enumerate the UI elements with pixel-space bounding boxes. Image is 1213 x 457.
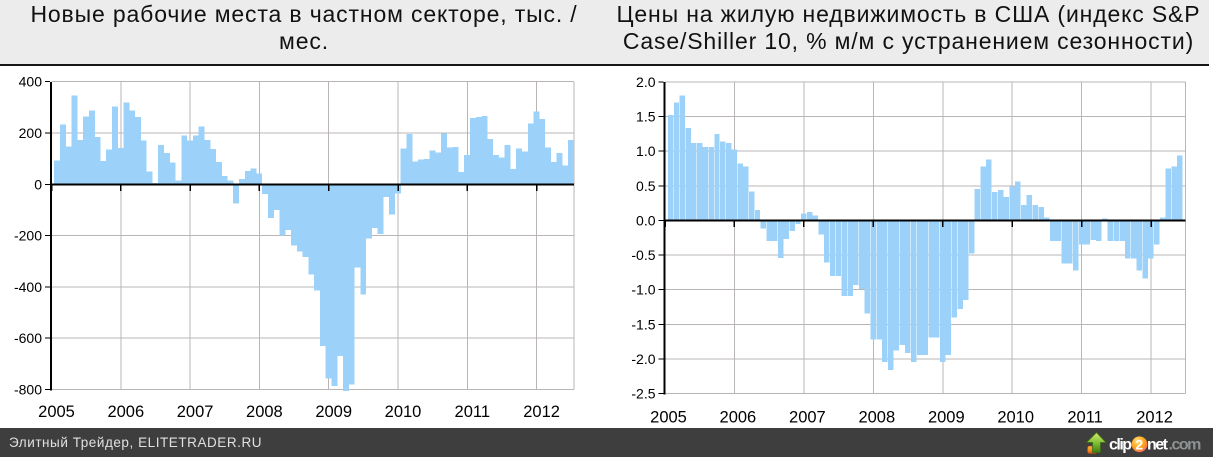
svg-text:2007: 2007 xyxy=(177,403,214,421)
svg-text:1.0: 1.0 xyxy=(636,143,656,159)
svg-text:2008: 2008 xyxy=(858,409,895,427)
svg-text:-1.5: -1.5 xyxy=(631,316,655,332)
svg-text:-400: -400 xyxy=(14,279,42,295)
svg-text:2011: 2011 xyxy=(455,403,490,421)
svg-text:2005: 2005 xyxy=(38,403,75,421)
svg-text:2009: 2009 xyxy=(315,403,352,421)
svg-text:clip: clip xyxy=(1109,437,1132,454)
svg-text:-2.5: -2.5 xyxy=(631,386,655,402)
svg-text:400: 400 xyxy=(19,74,43,90)
svg-text:.com: .com xyxy=(1169,437,1202,454)
svg-text:2008: 2008 xyxy=(246,403,283,421)
svg-text:200: 200 xyxy=(19,125,43,141)
svg-text:-800: -800 xyxy=(14,382,42,398)
svg-text:2012: 2012 xyxy=(1136,409,1173,427)
svg-text:2010: 2010 xyxy=(997,409,1034,427)
svg-text:0.0: 0.0 xyxy=(636,212,656,228)
svg-text:2006: 2006 xyxy=(720,409,757,427)
svg-text:-2.0: -2.0 xyxy=(631,351,655,367)
svg-text:2006: 2006 xyxy=(107,403,144,421)
svg-text:net: net xyxy=(1147,437,1169,454)
svg-text:0.5: 0.5 xyxy=(636,178,656,194)
svg-text:2007: 2007 xyxy=(789,409,826,427)
svg-text:2.0: 2.0 xyxy=(636,74,656,90)
svg-text:2012: 2012 xyxy=(523,403,560,421)
svg-text:2: 2 xyxy=(1135,436,1143,452)
svg-text:-0.5: -0.5 xyxy=(631,247,655,263)
svg-text:0: 0 xyxy=(34,176,42,192)
svg-text:1.5: 1.5 xyxy=(636,109,656,125)
svg-text:2009: 2009 xyxy=(928,409,965,427)
svg-text:2011: 2011 xyxy=(1067,409,1102,427)
svg-text:2005: 2005 xyxy=(650,409,687,427)
svg-text:-1.0: -1.0 xyxy=(631,282,655,298)
svg-text:-200: -200 xyxy=(14,228,42,244)
svg-text:-600: -600 xyxy=(14,330,42,346)
svg-text:2010: 2010 xyxy=(385,403,422,421)
